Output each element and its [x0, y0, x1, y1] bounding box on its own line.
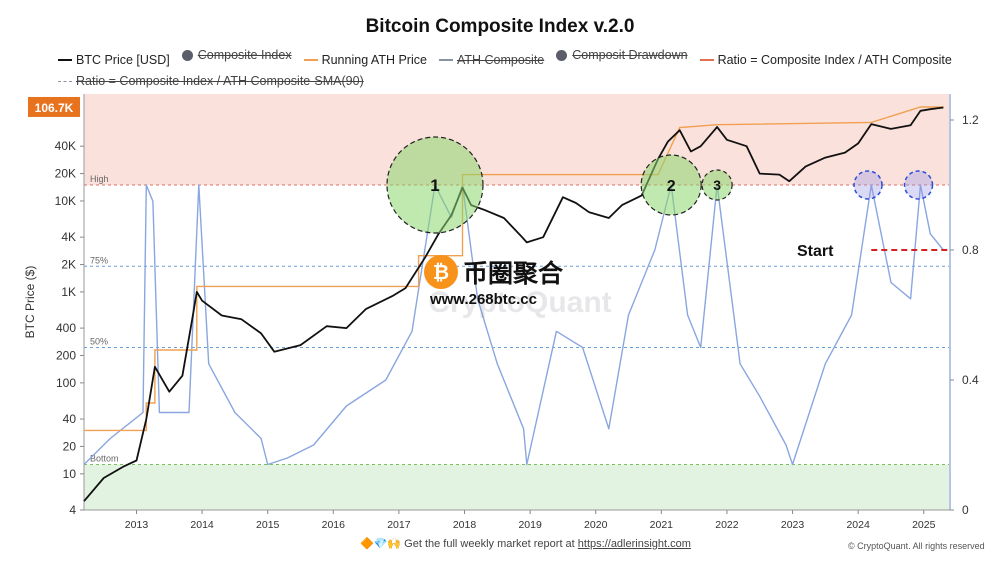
y-tick-label: 20: [63, 439, 77, 453]
zone-label: High: [90, 174, 109, 184]
legend-label: Ratio = Composite Index / ATH Composite: [717, 52, 952, 67]
zone-label: Bottom: [90, 454, 119, 464]
y2-tick-label: 0: [962, 503, 969, 517]
annotation-circle-1: [386, 136, 484, 234]
chart-legend: BTC Price [USD] Composite Index Running AT…: [58, 46, 978, 90]
y-tick-label: 400: [56, 321, 76, 335]
y2-tick-label: 0.4: [962, 373, 979, 387]
zone-label: 50%: [90, 337, 108, 347]
x-tick-label: 2018: [453, 519, 477, 531]
annotation-circle-2: [640, 154, 702, 216]
current-price-badge: [28, 96, 80, 117]
legend-label: Ratio = Composite Index / ATH Composite-…: [76, 74, 364, 88]
annotation-label-3: 3: [713, 177, 721, 193]
peak-circle: [853, 170, 883, 200]
footer-emoji-icons: 🔶💎🙌: [360, 538, 405, 550]
x-tick-label: 2017: [387, 519, 411, 531]
x-tick-label: 2016: [322, 519, 346, 531]
x-tick-label: 2022: [715, 519, 739, 531]
x-tick-label: 2025: [912, 519, 936, 531]
bitcoin-logo-glyph: ₿: [433, 262, 449, 284]
watermark-brand-cn: 币圈聚合: [463, 259, 564, 288]
legend-item[interactable]: Composit Drawdown: [556, 46, 688, 64]
legend-item[interactable]: Composite Index: [181, 46, 292, 64]
y-tick-label: 20K: [55, 167, 76, 181]
legend-label: BTC Price [USD]: [76, 52, 170, 67]
y-tick-label: 4: [69, 503, 76, 517]
legend-dot-icon: [181, 49, 193, 61]
x-tick-label: 2023: [781, 519, 805, 531]
legend-item[interactable]: ATH Composite: [438, 51, 545, 69]
bitcoin-logo-icon: [424, 255, 458, 289]
legend-line-icon: [438, 58, 453, 61]
current-price-label: 106.7K: [35, 101, 74, 115]
legend-item[interactable]: Ratio = Composite Index / ATH Composite-…: [58, 72, 364, 90]
annotation-label-1: 1: [430, 176, 439, 195]
y-tick-label: 200: [56, 348, 76, 362]
annotation-label-2: 2: [667, 178, 676, 195]
legend-dot-icon: [556, 49, 568, 61]
y-tick-label: 2K: [61, 258, 76, 272]
y-tick-label: 10: [63, 467, 77, 481]
y-tick-label: 40K: [55, 139, 76, 153]
x-tick-label: 2020: [584, 519, 608, 531]
series-ratio-line: [83, 184, 944, 466]
y2-tick-label: 0.8: [962, 243, 979, 257]
legend-line-icon: [303, 58, 318, 61]
x-tick-label: 2014: [190, 519, 214, 531]
legend-line-icon: [699, 58, 714, 61]
y-tick-label: 1K: [61, 285, 76, 299]
x-tick-label: 2013: [125, 519, 149, 531]
legend-label: Composite Index: [197, 48, 292, 62]
y-axis-label: BTC Price ($): [23, 266, 37, 339]
footer-link[interactable]: https://adlerinsight.com: [577, 538, 691, 550]
zone-label: 75%: [90, 255, 108, 265]
zone-bottom-band: [84, 464, 950, 510]
cryptoquant-watermark: CryptoQuant: [428, 286, 611, 319]
y-tick-label: 10K: [55, 194, 76, 208]
footer-text: Get the full weekly market report at: [404, 538, 578, 550]
y-tick-label: 40: [63, 412, 77, 426]
series-btc-price-line: [83, 106, 944, 502]
legend-line-icon: [58, 58, 72, 61]
series-running-ath-line: [84, 106, 944, 432]
start-label: Start: [797, 243, 834, 260]
x-tick-label: 2021: [650, 519, 674, 531]
zone-high-band: [84, 94, 950, 185]
y-tick-label: 100: [56, 376, 76, 390]
legend-item[interactable]: Running ATH Price: [303, 51, 427, 69]
legend-item[interactable]: BTC Price [USD]: [58, 51, 170, 69]
peak-circle: [903, 170, 934, 200]
chart-title: Bitcoin Composite Index v.2.0: [365, 16, 635, 37]
legend-label: Composit Drawdown: [572, 48, 688, 62]
legend-item[interactable]: Ratio = Composite Index / ATH Composite: [699, 51, 952, 69]
y-tick-label: 4K: [61, 230, 76, 244]
footer-note: 🔶💎🙌 Get the full weekly market report at…: [360, 537, 691, 550]
annotation-circle-3: [701, 169, 733, 201]
y2-tick-label: 1.2: [962, 113, 979, 127]
x-tick-label: 2015: [256, 519, 280, 531]
x-tick-label: 2019: [518, 519, 542, 531]
legend-label: ATH Composite: [456, 52, 545, 67]
legend-dash-icon: [58, 80, 72, 82]
watermark-brand-url: www.268btc.cc: [429, 291, 537, 308]
legend-label: Running ATH Price: [321, 52, 427, 67]
x-tick-label: 2024: [846, 519, 870, 531]
copyright-note: © CryptoQuant. All rights reserved: [848, 541, 985, 551]
